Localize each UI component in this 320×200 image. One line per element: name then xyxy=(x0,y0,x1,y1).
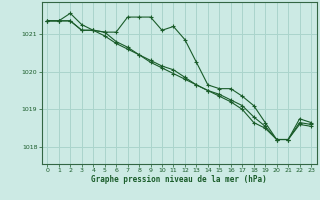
X-axis label: Graphe pression niveau de la mer (hPa): Graphe pression niveau de la mer (hPa) xyxy=(91,175,267,184)
